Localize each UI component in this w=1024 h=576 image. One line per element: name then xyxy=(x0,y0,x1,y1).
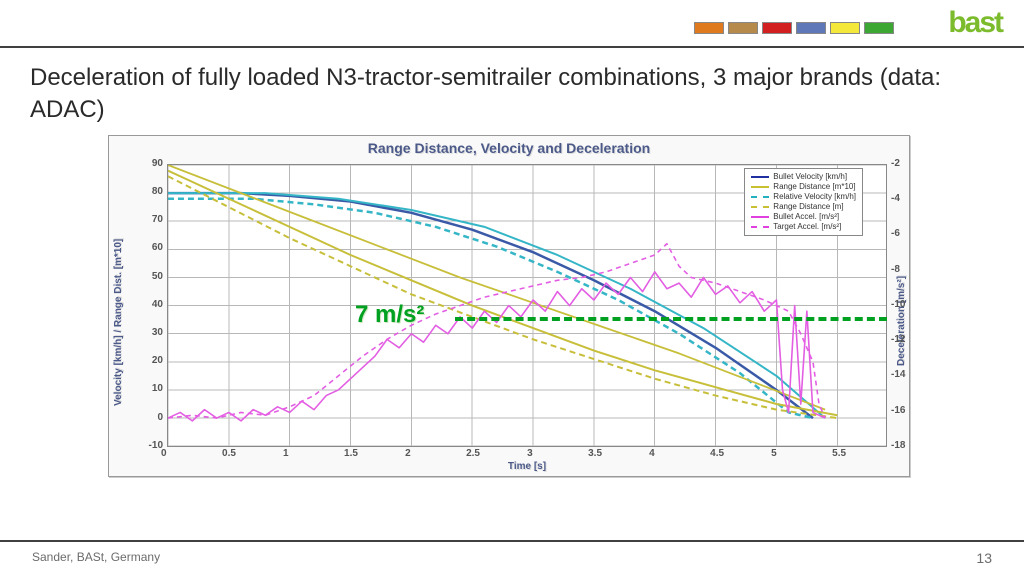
annotation-text: 7 m/s² xyxy=(355,301,424,329)
bast-logo: bast xyxy=(948,6,1002,40)
slide-title: Deceleration of fully loaded N3-tractor-… xyxy=(30,62,994,127)
page-number: 13 xyxy=(976,550,992,566)
slide-body: Deceleration of fully loaded N3-tractor-… xyxy=(0,48,1024,477)
footer: Sander, BASt, Germany 13 xyxy=(0,540,1024,576)
chart-container: Range Distance, Velocity and Deceleratio… xyxy=(108,135,910,477)
chart-title: Range Distance, Velocity and Deceleratio… xyxy=(109,136,909,158)
brand-color-strip xyxy=(694,22,894,34)
plot-area-wrap: Bullet Velocity [km/h]Range Distance [m*… xyxy=(167,164,887,446)
annotation-line xyxy=(455,317,887,321)
header: bast xyxy=(0,0,1024,48)
footer-author: Sander, BASt, Germany xyxy=(32,550,160,564)
chart-legend: Bullet Velocity [km/h]Range Distance [m*… xyxy=(744,168,863,236)
y-left-label: Velocity [km/h] / Range Dist. [m*10] xyxy=(113,146,124,406)
x-axis-label: Time [s] xyxy=(508,461,546,472)
